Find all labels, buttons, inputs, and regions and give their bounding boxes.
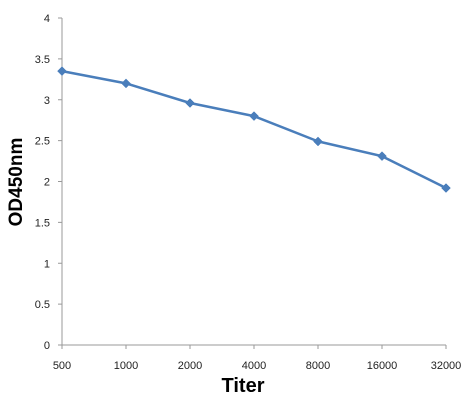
x-axis: 500 1000 2000 4000 8000 16000 32000 (53, 344, 462, 372)
y-axis-title: OD450nm (6, 138, 27, 227)
data-point-marker (441, 183, 451, 193)
data-point-marker (377, 151, 387, 162)
y-axis: 0 0.5 1 1.5 2 2.5 3 3.5 4 (35, 13, 63, 352)
x-tick-label: 8000 (306, 360, 330, 372)
data-point-marker (313, 136, 323, 147)
x-axis-title: Titer (222, 375, 265, 397)
series-line (60, 69, 448, 190)
data-point-marker (57, 66, 67, 76)
y-tick-label: 1.5 (35, 217, 50, 229)
x-tick-label: 1000 (114, 360, 138, 372)
x-tick-label: 2000 (178, 360, 202, 372)
data-point-marker (249, 111, 259, 121)
y-tick-label: 0.5 (35, 299, 50, 311)
x-tick-label: 16000 (367, 360, 398, 372)
x-tick-label: 4000 (242, 360, 266, 372)
data-point-marker (185, 98, 195, 108)
x-tick-label: 500 (53, 360, 71, 372)
y-tick-label: 0 (44, 340, 50, 352)
y-tick-label: 2 (44, 177, 50, 189)
y-tick-label: 3.5 (35, 54, 50, 66)
y-tick-label: 1 (44, 258, 50, 270)
x-tick-label: 32000 (431, 360, 462, 372)
y-tick-label: 4 (44, 13, 50, 25)
y-tick-label: 2.5 (35, 136, 50, 148)
y-tick-label: 3 (44, 95, 50, 107)
data-point-marker (121, 78, 131, 89)
series-layer (57, 66, 451, 193)
